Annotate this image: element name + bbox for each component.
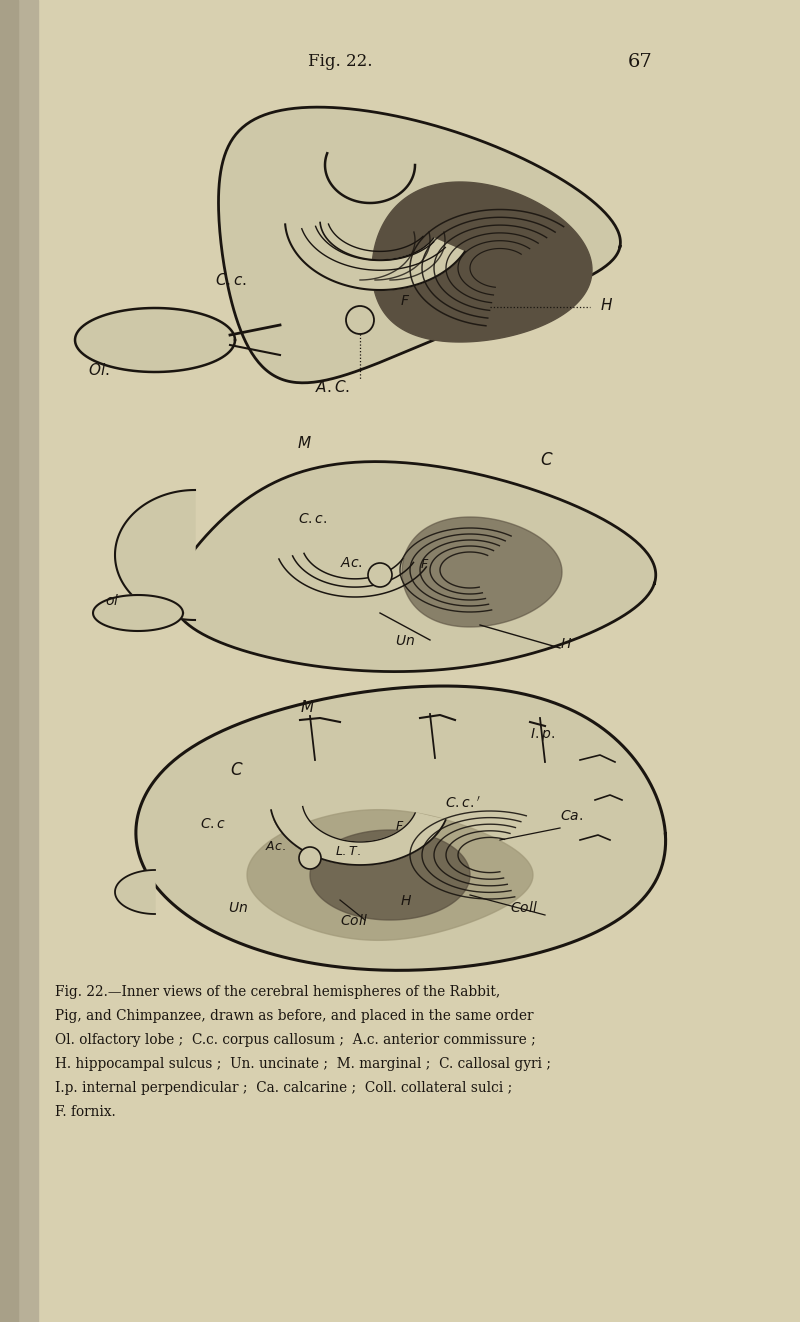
Text: $H$: $H$: [400, 894, 412, 908]
Text: $C.c$: $C.c$: [200, 817, 226, 832]
Polygon shape: [136, 686, 666, 970]
Polygon shape: [75, 308, 235, 371]
Text: Fig. 22.—Inner views of the cerebral hemispheres of the Rabbit,: Fig. 22.—Inner views of the cerebral hem…: [55, 985, 500, 999]
Text: I.p. internal perpendicular ;  Ca. calcarine ;  Coll. collateral sulci ;: I.p. internal perpendicular ; Ca. calcar…: [55, 1081, 512, 1095]
Text: $F$: $F$: [420, 558, 430, 571]
Text: F. fornix.: F. fornix.: [55, 1105, 116, 1118]
Polygon shape: [115, 870, 155, 914]
Text: $Ac.$: $Ac.$: [340, 557, 362, 570]
Text: $C.c.$: $C.c.$: [215, 272, 247, 288]
Text: $A.C.$: $A.C.$: [315, 379, 350, 395]
Polygon shape: [247, 809, 533, 940]
Text: $Coll$: $Coll$: [340, 914, 368, 928]
Text: $I.p.$: $I.p.$: [530, 726, 555, 743]
Text: H. hippocampal sulcus ;  Un. uncinate ;  M. marginal ;  C. callosal gyri ;: H. hippocampal sulcus ; Un. uncinate ; M…: [55, 1058, 551, 1071]
Bar: [0, 0, 38, 1322]
Text: $H$: $H$: [560, 637, 572, 650]
Polygon shape: [93, 595, 183, 631]
Text: $F$: $F$: [395, 820, 404, 833]
Text: $F$: $F$: [400, 293, 410, 308]
Polygon shape: [115, 490, 195, 620]
Text: $Ol.$: $Ol.$: [88, 362, 110, 378]
Polygon shape: [172, 461, 656, 672]
Text: $M$: $M$: [297, 435, 312, 451]
Polygon shape: [285, 222, 465, 290]
Text: $C$: $C$: [230, 761, 243, 779]
Text: $Un$: $Un$: [228, 902, 248, 915]
Circle shape: [368, 563, 392, 587]
Text: $M$: $M$: [300, 699, 314, 715]
Polygon shape: [310, 830, 470, 920]
Polygon shape: [372, 182, 592, 342]
Circle shape: [299, 847, 321, 869]
Text: $C.c.$: $C.c.$: [298, 512, 327, 526]
Text: Ol. olfactory lobe ;  C.c. corpus callosum ;  A.c. anterior commissure ;: Ol. olfactory lobe ; C.c. corpus callosu…: [55, 1032, 536, 1047]
Bar: [0, 0, 18, 1322]
Text: $Ac.$: $Ac.$: [265, 839, 286, 853]
Text: Pig, and Chimpanzee, drawn as before, and placed in the same order: Pig, and Chimpanzee, drawn as before, an…: [55, 1009, 534, 1023]
Text: Fig. 22.: Fig. 22.: [308, 53, 372, 70]
Text: $L.T.$: $L.T.$: [335, 845, 361, 858]
Text: $Coll$: $Coll$: [510, 900, 538, 915]
Text: $Ca.$: $Ca.$: [560, 809, 583, 824]
Text: $H$: $H$: [600, 297, 613, 313]
Polygon shape: [218, 107, 620, 383]
Circle shape: [346, 305, 374, 334]
Text: $C.c.'$: $C.c.'$: [445, 796, 482, 810]
Text: $ol$: $ol$: [105, 594, 119, 608]
Polygon shape: [271, 806, 446, 865]
Polygon shape: [402, 517, 562, 627]
Text: 67: 67: [628, 53, 652, 71]
Text: $C$: $C$: [540, 452, 554, 469]
Text: $Un$: $Un$: [395, 635, 415, 648]
